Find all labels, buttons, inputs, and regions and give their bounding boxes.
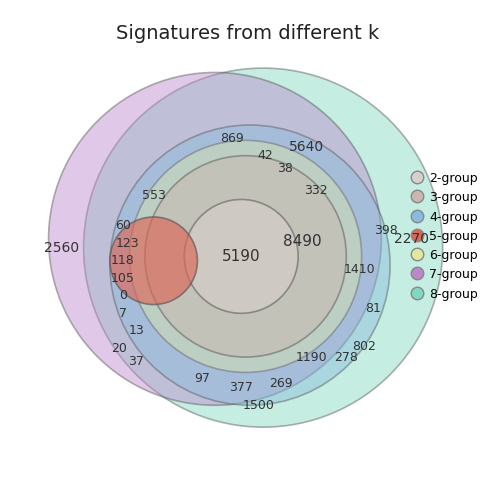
Circle shape xyxy=(110,217,198,304)
Text: 7: 7 xyxy=(119,307,127,320)
Text: 20: 20 xyxy=(111,342,127,355)
Circle shape xyxy=(48,73,382,405)
Text: 1190: 1190 xyxy=(295,351,327,363)
Text: 118: 118 xyxy=(111,254,135,267)
Text: 332: 332 xyxy=(304,184,328,197)
Circle shape xyxy=(184,200,298,313)
Text: 8490: 8490 xyxy=(283,233,322,248)
Circle shape xyxy=(145,156,346,357)
Text: 60: 60 xyxy=(115,219,131,232)
Title: Signatures from different k: Signatures from different k xyxy=(116,25,380,43)
Text: 1500: 1500 xyxy=(243,399,275,412)
Text: 0: 0 xyxy=(119,289,127,302)
Circle shape xyxy=(110,125,390,405)
Text: 42: 42 xyxy=(258,149,273,162)
Text: 5640: 5640 xyxy=(289,140,325,154)
Text: 802: 802 xyxy=(352,340,376,353)
Text: 2270: 2270 xyxy=(395,232,429,246)
Text: 81: 81 xyxy=(364,302,381,316)
Text: 278: 278 xyxy=(334,351,358,363)
Text: 5190: 5190 xyxy=(222,249,261,264)
Text: 869: 869 xyxy=(221,132,244,145)
Text: 38: 38 xyxy=(277,162,293,175)
Text: 1410: 1410 xyxy=(344,263,375,276)
Text: 105: 105 xyxy=(111,272,135,285)
Circle shape xyxy=(84,68,443,427)
Text: 377: 377 xyxy=(229,381,253,394)
Text: 37: 37 xyxy=(128,355,144,368)
Text: 123: 123 xyxy=(115,237,139,250)
Text: 269: 269 xyxy=(269,377,292,390)
Text: 553: 553 xyxy=(142,188,166,202)
Text: 97: 97 xyxy=(194,372,210,386)
Text: 13: 13 xyxy=(128,324,144,337)
Text: 398: 398 xyxy=(374,224,398,236)
Circle shape xyxy=(130,140,362,372)
Text: 2560: 2560 xyxy=(44,240,79,255)
Legend: 2-group, 3-group, 4-group, 5-group, 6-group, 7-group, 8-group: 2-group, 3-group, 4-group, 5-group, 6-gr… xyxy=(408,170,481,303)
